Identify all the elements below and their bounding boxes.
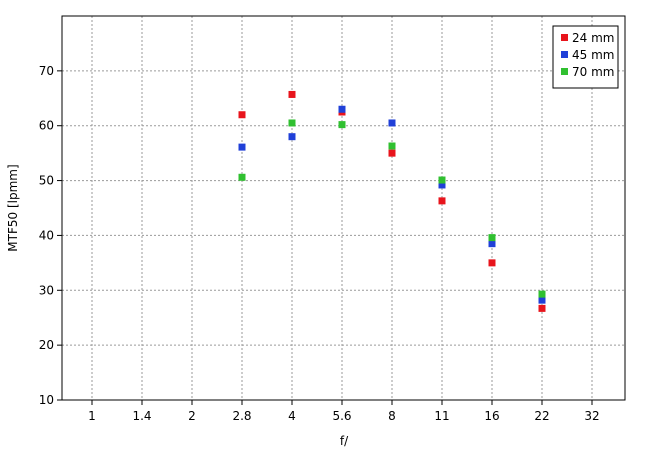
data-point-70mm	[438, 176, 446, 184]
y-axis-title: MTF50 [lpmm]	[6, 164, 20, 251]
y-tick-label: 10	[39, 393, 54, 407]
x-tick-label: 2.8	[232, 409, 251, 423]
data-point-24mm	[288, 90, 296, 98]
y-tick-label: 40	[39, 228, 54, 242]
data-point-70mm	[538, 290, 546, 298]
data-point-45mm	[438, 181, 446, 189]
legend-marker-45mm	[561, 51, 568, 58]
data-point-70mm	[388, 142, 396, 150]
data-point-70mm	[488, 234, 496, 242]
x-tick-label: 16	[484, 409, 499, 423]
data-point-24mm	[388, 149, 396, 157]
legend-label-70mm: 70 mm	[572, 65, 614, 79]
y-tick-label: 20	[39, 338, 54, 352]
x-tick-label: 8	[388, 409, 396, 423]
data-point-70mm	[238, 173, 246, 181]
data-point-70mm	[338, 121, 346, 129]
grid-lines	[62, 16, 625, 400]
data-point-45mm	[388, 119, 396, 127]
x-tick-label: 11	[434, 409, 449, 423]
x-tick-label: 4	[288, 409, 296, 423]
data-point-45mm	[538, 296, 546, 304]
x-axis-title: f/	[340, 434, 349, 448]
data-point-24mm	[538, 304, 546, 312]
legend-marker-70mm	[561, 68, 568, 75]
y-tick-label: 60	[39, 119, 54, 133]
legend: 24 mm 45 mm 70 mm	[552, 25, 619, 89]
data-point-45mm	[238, 143, 246, 151]
x-tick-label: 1.4	[132, 409, 151, 423]
data-point-45mm	[338, 105, 346, 113]
plot-area-frame	[61, 15, 626, 401]
x-tick-label: 1	[88, 409, 96, 423]
data-points	[238, 90, 546, 312]
y-tick-label: 70	[39, 64, 54, 78]
data-point-24mm	[238, 111, 246, 119]
y-tick-label: 50	[39, 174, 54, 188]
legend-label-45mm: 45 mm	[572, 48, 614, 62]
y-tick-label: 30	[39, 283, 54, 297]
x-tick-label: 2	[188, 409, 196, 423]
legend-label-24mm: 24 mm	[572, 31, 614, 45]
x-tick-label: 5.6	[332, 409, 351, 423]
x-tick-label: 32	[584, 409, 599, 423]
data-point-45mm	[488, 240, 496, 248]
data-point-24mm	[438, 197, 446, 205]
data-point-70mm	[288, 119, 296, 127]
axes: 1 1.4 2 2.8 4 5.6 8 11 16 22 32 10 20 30 40 50 60 70	[39, 64, 600, 423]
data-point-24mm	[488, 259, 496, 267]
legend-marker-24mm	[561, 34, 568, 41]
data-point-45mm	[288, 133, 296, 141]
x-tick-label: 22	[534, 409, 549, 423]
